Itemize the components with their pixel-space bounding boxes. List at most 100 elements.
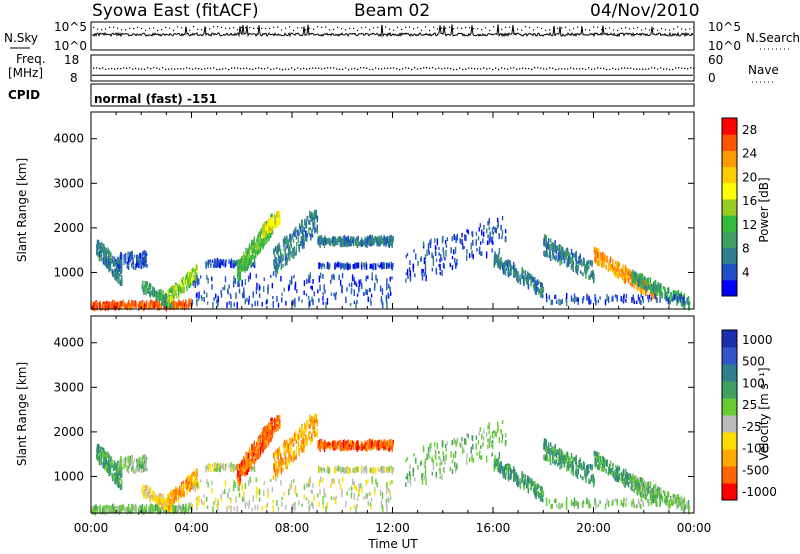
power-echo xyxy=(553,249,555,253)
power-echo xyxy=(138,304,140,311)
noise-search-point xyxy=(333,28,335,30)
power-echo xyxy=(456,260,458,265)
freq-point xyxy=(108,68,110,70)
freq-point xyxy=(417,68,419,70)
power-echo xyxy=(361,282,363,289)
velocity-echo xyxy=(183,509,185,514)
velocity-echo xyxy=(153,505,155,513)
power-echo xyxy=(688,301,691,306)
power-echo xyxy=(547,238,550,243)
power-echo xyxy=(532,283,535,289)
power-echo xyxy=(129,302,131,307)
power-echo xyxy=(347,242,349,247)
power-echo xyxy=(276,222,278,227)
power-echo xyxy=(646,280,649,284)
freq-point xyxy=(423,67,425,69)
power-echo xyxy=(255,273,257,279)
velocity-echo xyxy=(126,507,129,515)
velocity-echo xyxy=(343,439,346,446)
power-echo xyxy=(379,264,382,268)
power-echo xyxy=(626,267,628,275)
velocity-echo xyxy=(362,443,364,448)
velocity-echo xyxy=(177,506,179,514)
velocity-echo xyxy=(317,440,319,446)
velocity-echo xyxy=(120,484,122,489)
power-echo xyxy=(116,301,118,308)
power-echo xyxy=(461,239,463,245)
power-echo xyxy=(554,257,556,262)
power-echo xyxy=(661,293,663,299)
velocity-echo xyxy=(184,483,186,489)
velocity-echo xyxy=(301,443,304,450)
noise-search-point xyxy=(217,26,219,28)
power-echo xyxy=(678,295,680,302)
velocity-echo xyxy=(333,439,335,447)
velocity-echo xyxy=(149,495,151,501)
velocity-echo xyxy=(274,453,276,457)
power-echo xyxy=(174,290,176,296)
power-echo xyxy=(109,252,111,257)
velocity-echo xyxy=(176,506,179,511)
power-echo xyxy=(307,215,309,220)
power-echo xyxy=(313,219,316,227)
power-echo xyxy=(298,247,300,253)
power-echo xyxy=(280,252,283,258)
power-echo xyxy=(293,275,295,279)
power-echo xyxy=(306,278,308,285)
power-echo xyxy=(318,298,320,303)
freq-point xyxy=(216,68,218,71)
power-echo xyxy=(650,286,652,294)
velocity-echo xyxy=(297,433,299,440)
power-echo xyxy=(287,239,289,246)
power-echo xyxy=(365,275,367,282)
power-echo xyxy=(445,244,448,248)
power-echo xyxy=(358,241,360,246)
velocity-echo xyxy=(266,438,269,443)
power-echo xyxy=(510,265,513,270)
velocity-echo xyxy=(137,467,139,472)
velocity-echo xyxy=(347,446,349,451)
velocity-echo xyxy=(292,451,294,459)
power-echo xyxy=(135,301,137,309)
velocity-echo xyxy=(188,484,191,489)
power-echo xyxy=(612,258,614,265)
power-echo xyxy=(566,258,569,264)
noise-search-point xyxy=(565,26,567,28)
velocity-echo xyxy=(305,440,307,446)
freq-point xyxy=(555,68,557,71)
velocity-echo xyxy=(247,467,250,472)
power-echo xyxy=(632,273,634,280)
velocity-echo xyxy=(153,507,156,513)
power-echo xyxy=(303,280,306,286)
velocity-echo xyxy=(121,483,123,490)
power-echo xyxy=(543,234,546,241)
power-echo xyxy=(256,243,258,249)
velocity-echo xyxy=(274,421,277,428)
velocity-echo xyxy=(249,458,251,462)
power-echo xyxy=(622,298,624,303)
power-echo xyxy=(507,269,510,275)
power-echo xyxy=(590,299,592,305)
noise-search-point xyxy=(277,26,279,28)
power-echo xyxy=(340,240,342,248)
power-echo xyxy=(292,239,295,244)
power-echo xyxy=(614,294,617,298)
power-echo xyxy=(197,296,200,302)
velocity-echo xyxy=(162,494,164,501)
power-echo xyxy=(170,288,172,293)
power-echo xyxy=(479,246,481,250)
power-echo xyxy=(291,280,293,285)
power-echo xyxy=(381,288,384,296)
noise-search-point xyxy=(509,26,511,28)
power-echo xyxy=(219,262,222,269)
freq-point xyxy=(585,68,587,71)
velocity-echo xyxy=(242,470,244,476)
power-echo xyxy=(257,245,260,251)
power-echo xyxy=(252,262,255,267)
noise-search-point xyxy=(597,26,599,28)
velocity-echo xyxy=(100,508,102,515)
velocity-echo xyxy=(322,441,324,445)
power-echo xyxy=(350,241,353,246)
noise-search-point xyxy=(377,26,379,28)
